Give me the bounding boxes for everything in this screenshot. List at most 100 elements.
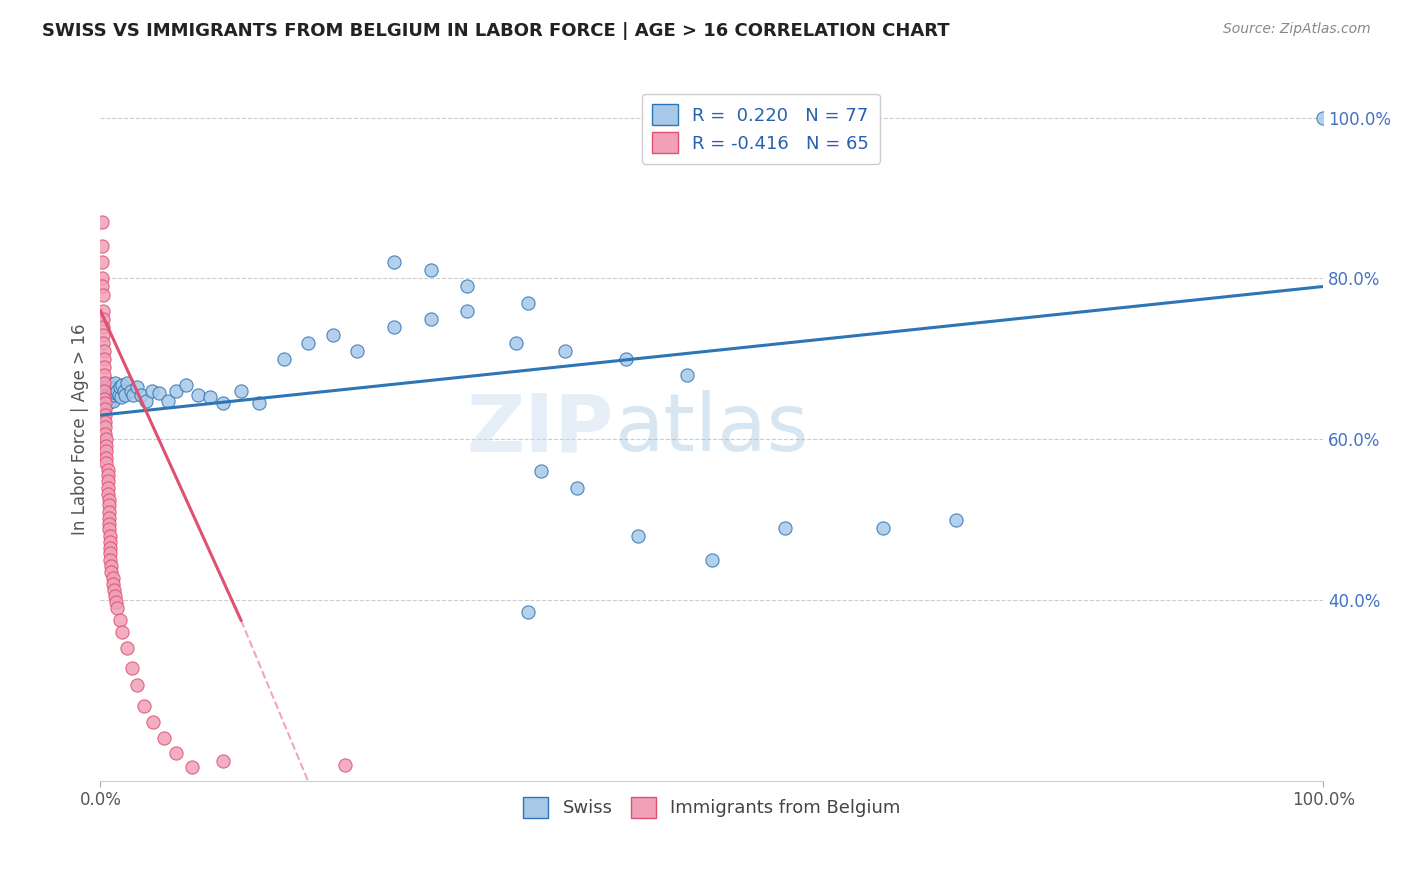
Point — [90, 239, 112, 253]
Text: atlas: atlas — [614, 390, 808, 468]
Point — [90, 215, 112, 229]
Point — [94, 384, 117, 398]
Point — [108, 380, 131, 394]
Point — [93, 376, 115, 390]
Point — [94, 415, 117, 429]
Point — [247, 396, 270, 410]
Point — [346, 343, 368, 358]
Point — [96, 432, 118, 446]
Point — [211, 754, 233, 768]
Point — [94, 396, 117, 410]
Point — [96, 450, 118, 465]
Point — [97, 468, 120, 483]
Point — [97, 492, 120, 507]
Point — [333, 758, 356, 772]
Point — [211, 396, 233, 410]
Point — [90, 255, 112, 269]
Point — [96, 384, 118, 398]
Point — [97, 481, 120, 495]
Point — [567, 481, 589, 495]
Point — [93, 392, 115, 406]
Point — [93, 380, 115, 394]
Point — [627, 529, 650, 543]
Point — [382, 319, 405, 334]
Point — [141, 384, 163, 398]
Point — [134, 699, 156, 714]
Point — [91, 311, 114, 326]
Point — [148, 385, 170, 400]
Point — [529, 465, 551, 479]
Point — [517, 295, 540, 310]
Point — [517, 605, 540, 619]
Point — [90, 271, 112, 285]
Point — [700, 553, 723, 567]
Point — [91, 303, 114, 318]
Point — [456, 303, 478, 318]
Point — [382, 255, 405, 269]
Point — [101, 384, 124, 398]
Point — [117, 641, 139, 656]
Point — [100, 388, 122, 402]
Point — [114, 388, 136, 402]
Point — [554, 343, 576, 358]
Text: ZIP: ZIP — [467, 390, 614, 468]
Point — [120, 384, 142, 398]
Point — [98, 529, 121, 543]
Point — [93, 343, 115, 358]
Point — [98, 546, 121, 560]
Point — [125, 677, 148, 691]
Point — [181, 760, 204, 774]
Point — [97, 516, 120, 531]
Point — [101, 570, 124, 584]
Point — [174, 377, 197, 392]
Point — [100, 565, 122, 579]
Point — [93, 393, 115, 408]
Point — [135, 393, 157, 408]
Point — [96, 377, 118, 392]
Point — [96, 444, 118, 458]
Point — [93, 359, 115, 374]
Point — [121, 661, 143, 675]
Point — [156, 393, 179, 408]
Point — [97, 391, 120, 405]
Point — [773, 521, 796, 535]
Point — [297, 335, 319, 350]
Point — [91, 327, 114, 342]
Point — [104, 376, 127, 390]
Point — [94, 420, 117, 434]
Point — [93, 384, 115, 398]
Point — [96, 439, 118, 453]
Point — [103, 583, 125, 598]
Point — [97, 522, 120, 536]
Point — [229, 384, 252, 398]
Point — [98, 388, 121, 402]
Point — [96, 393, 118, 408]
Point — [1312, 111, 1334, 125]
Point — [94, 376, 117, 390]
Point — [94, 408, 117, 422]
Point — [93, 388, 115, 402]
Point — [165, 746, 187, 760]
Point — [108, 613, 131, 627]
Point — [91, 384, 114, 398]
Point — [187, 388, 209, 402]
Point — [97, 474, 120, 488]
Point — [419, 263, 441, 277]
Point — [122, 388, 145, 402]
Point — [94, 396, 117, 410]
Point — [93, 351, 115, 366]
Point — [107, 388, 129, 402]
Point — [90, 279, 112, 293]
Point — [91, 287, 114, 301]
Point — [419, 311, 441, 326]
Point — [94, 426, 117, 441]
Point — [125, 380, 148, 394]
Point — [101, 577, 124, 591]
Point — [97, 391, 120, 405]
Legend: Swiss, Immigrants from Belgium: Swiss, Immigrants from Belgium — [516, 789, 908, 825]
Point — [456, 279, 478, 293]
Point — [98, 384, 121, 398]
Point — [94, 401, 117, 416]
Point — [94, 385, 117, 400]
Y-axis label: In Labor Force | Age > 16: In Labor Force | Age > 16 — [72, 324, 89, 535]
